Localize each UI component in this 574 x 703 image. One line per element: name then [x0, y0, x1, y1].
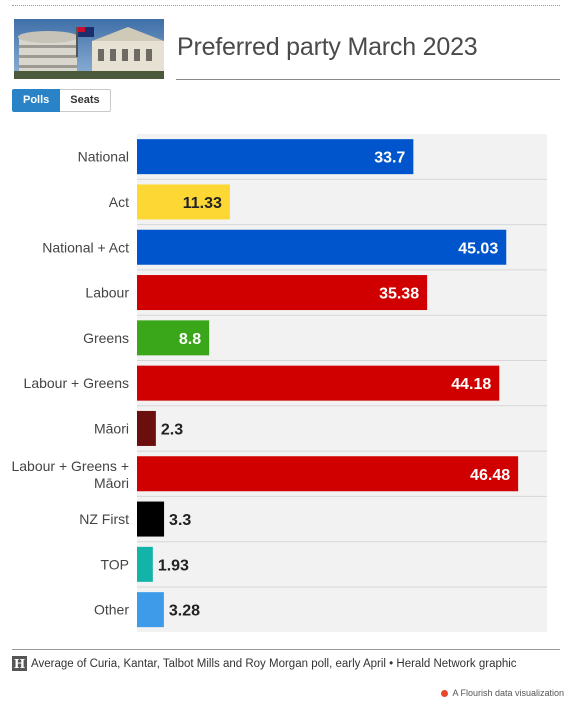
data-label: 45.03: [458, 240, 498, 257]
data-label: 11.33: [183, 195, 222, 212]
category-label: Labour + Greens + Māori: [11, 458, 129, 491]
data-label: 35.38: [379, 286, 419, 303]
category-label: Act: [109, 194, 129, 210]
category-label: Other: [94, 602, 129, 618]
category-label: Labour: [85, 285, 129, 301]
herald-logo-icon: H: [12, 656, 27, 671]
category-label: NZ First: [79, 511, 129, 527]
view-toggle: Polls Seats: [12, 89, 111, 112]
parliament-buildings-photo: [14, 19, 164, 79]
tab-seats[interactable]: Seats: [60, 89, 111, 112]
bar[interactable]: [137, 139, 414, 175]
tab-polls[interactable]: Polls: [12, 89, 61, 112]
data-label: 44.18: [451, 376, 491, 393]
data-label: 33.7: [374, 150, 405, 167]
category-label: National + Act: [42, 239, 129, 255]
flourish-credit-link[interactable]: A Flourish data visualization: [441, 688, 564, 698]
top-divider: [12, 5, 560, 6]
data-label: 8.8: [179, 331, 201, 348]
chart-title: Preferred party March 2023: [177, 33, 478, 61]
bar[interactable]: [137, 501, 165, 537]
header-divider: [176, 79, 560, 80]
bar[interactable]: [137, 592, 164, 628]
source-note: Average of Curia, Kantar, Talbot Mills a…: [31, 657, 517, 670]
data-label: 3.28: [169, 603, 200, 620]
category-label: Māori: [94, 420, 129, 436]
category-label: Labour + Greens: [24, 375, 129, 391]
bar[interactable]: [137, 320, 210, 356]
bar[interactable]: [137, 410, 156, 446]
bar[interactable]: [137, 365, 500, 401]
bar[interactable]: [137, 229, 507, 265]
data-label: 3.3: [169, 512, 191, 529]
data-label: 1.93: [158, 557, 189, 574]
data-label: 46.48: [470, 467, 510, 484]
bar[interactable]: [137, 184, 230, 220]
bar[interactable]: [137, 546, 153, 582]
bar-chart: National 33.7 Act 11.33 National + Act 45.03 L…: [11, 134, 547, 632]
footer-divider: [12, 649, 560, 650]
category-label: Greens: [83, 330, 129, 346]
flourish-logo-icon: [441, 689, 449, 697]
data-label: 2.3: [161, 421, 183, 438]
footer: H Average of Curia, Kantar, Talbot Mills…: [12, 656, 517, 671]
category-label: National: [78, 149, 129, 165]
bar[interactable]: [137, 275, 428, 311]
flourish-credit-text: A Flourish data visualization: [452, 688, 564, 698]
category-label: TOP: [100, 556, 129, 572]
chart-header: Preferred party March 2023: [12, 19, 560, 81]
bar[interactable]: [137, 456, 519, 492]
